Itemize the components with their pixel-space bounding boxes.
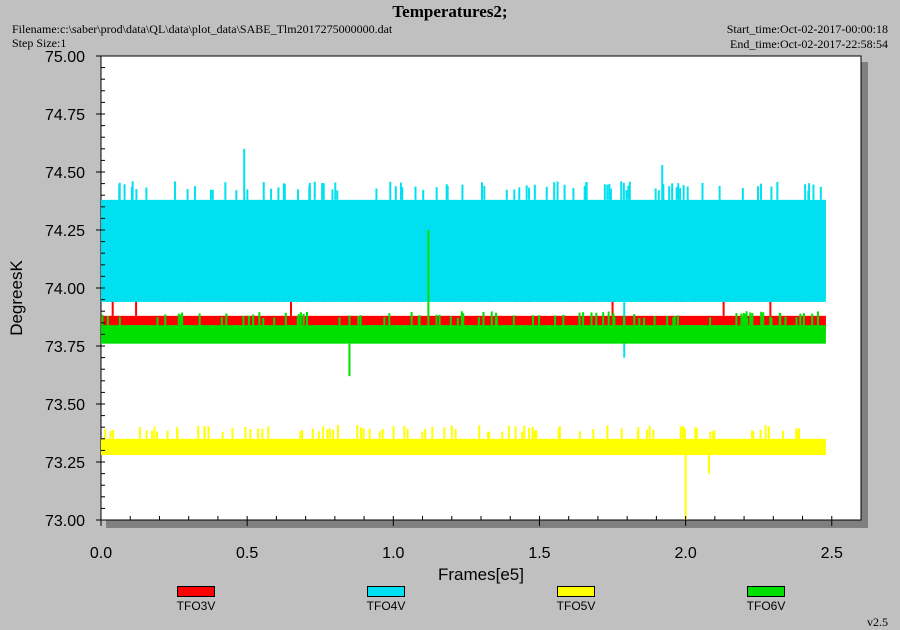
legend-swatch-tfo5v: [557, 586, 595, 597]
series-band-tfo4v: [101, 199, 826, 302]
y-tick-label: 73.25: [45, 455, 85, 472]
x-tick-label: 1.0: [382, 545, 404, 562]
x-tick-label: 2.5: [821, 545, 843, 562]
legend-item-tfo3v: TFO3V: [136, 586, 256, 613]
legend-label-tfo5v: TFO5V: [556, 599, 596, 613]
start-time-label: Start_time:Oct-02-2017-00:00:18: [726, 22, 888, 36]
x-axis-label: Frames[e5]: [438, 565, 524, 584]
series-band-tfo6v: [101, 325, 826, 344]
y-tick-label: 74.25: [45, 223, 85, 240]
legend-item-tfo6v: TFO6V: [706, 586, 826, 613]
y-tick-label: 74.00: [45, 281, 85, 298]
filename-label: Filename:c:\saber\prod\data\QL\data\plot…: [12, 22, 393, 36]
y-tick-label: 74.75: [45, 107, 85, 124]
axis-layer: 73.00 73.25 73.50 73.75 74.00 74.25 74.50 74.75…: [45, 49, 862, 562]
series-layer: [101, 148, 826, 520]
x-tick-label: 0.0: [90, 545, 112, 562]
series-tfo6v: [101, 230, 826, 377]
legend-swatch-tfo3v: [177, 586, 215, 597]
y-tick-label: 75.00: [45, 49, 85, 66]
version-label: v2.5: [867, 615, 888, 629]
legend-label-tfo3v: TFO3V: [176, 599, 216, 613]
y-tick-label: 73.75: [45, 339, 85, 356]
y-tick-label: 73.50: [45, 397, 85, 414]
y-axis-label: DegreesK: [7, 260, 26, 336]
x-tick-label: 0.5: [236, 545, 258, 562]
chart-title: Temperatures2;: [392, 2, 508, 21]
series-band-tfo5v: [101, 438, 826, 456]
series-tfo4v: [101, 148, 826, 358]
legend-swatch-tfo4v: [367, 586, 405, 597]
legend-label-tfo6v: TFO6V: [746, 599, 786, 613]
legend-label-tfo4v: TFO4V: [366, 599, 406, 613]
end-time-label: End_time:Oct-02-2017-22:58:54: [730, 37, 888, 51]
step-size-label: Step Size:1: [12, 36, 67, 50]
x-tick-label: 2.0: [674, 545, 696, 562]
series-tfo5v: [101, 425, 826, 520]
y-tick-label: 74.50: [45, 165, 85, 182]
legend-swatch-tfo6v: [747, 586, 785, 597]
legend-item-tfo5v: TFO5V: [516, 586, 636, 613]
y-tick-label: 73.00: [45, 513, 85, 530]
x-tick-label: 1.5: [528, 545, 550, 562]
legend-item-tfo4v: TFO4V: [326, 586, 446, 613]
